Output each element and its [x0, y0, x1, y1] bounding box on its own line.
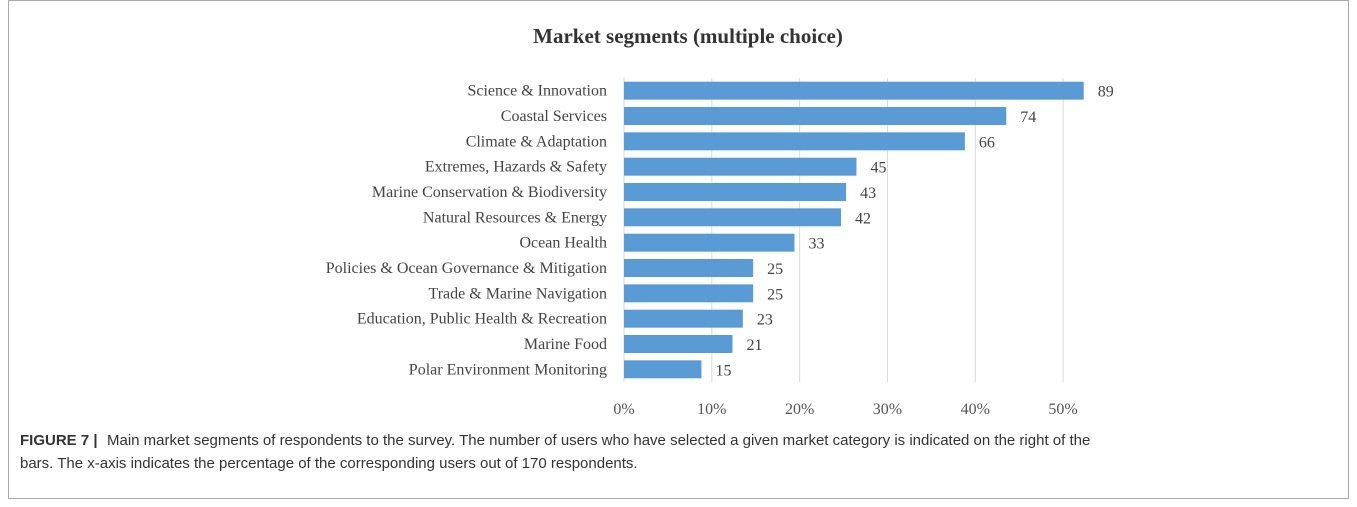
value-label: 43	[860, 185, 876, 202]
value-label: 74	[1020, 109, 1036, 126]
bar	[624, 81, 1084, 100]
value-label: 89	[1098, 84, 1114, 101]
y-tick-label: Climate & Adaptation	[466, 133, 607, 150]
caption-line: bars. The x-axis indicates the percentag…	[20, 455, 638, 472]
bar	[624, 309, 743, 328]
caption-line: Main market segments of respondents to t…	[107, 432, 1090, 449]
bar	[624, 233, 795, 252]
y-tick-label: Natural Resources & Energy	[423, 209, 607, 226]
x-tick-label: 20%	[785, 401, 814, 418]
y-tick-label: Marine Conservation & Biodiversity	[372, 184, 607, 201]
value-label: 66	[979, 134, 995, 151]
bar	[624, 183, 847, 201]
chart-title: Market segments (multiple choice)	[533, 24, 843, 48]
bar	[624, 335, 733, 353]
y-tick-label: Policies & Ocean Governance & Mitigation	[326, 260, 607, 277]
value-label: 21	[746, 337, 762, 354]
bar	[624, 107, 1007, 125]
bar	[624, 208, 841, 227]
y-tick-label: Trade & Marine Navigation	[429, 285, 607, 302]
y-tick-label: Polar Environment Monitoring	[409, 361, 607, 378]
x-tick-label: 40%	[961, 401, 990, 418]
value-label: 23	[757, 312, 773, 329]
x-tick-label: 30%	[873, 401, 902, 418]
y-tick-label: Extremes, Hazards & Safety	[425, 159, 607, 176]
bar	[624, 157, 857, 176]
x-tick-label: 10%	[697, 401, 726, 418]
y-tick-label: Education, Public Health & Recreation	[357, 311, 607, 328]
figure-label: FIGURE 7 |	[20, 432, 98, 449]
bar	[624, 132, 965, 151]
y-tick-label: Ocean Health	[519, 235, 607, 252]
value-label: 15	[715, 362, 731, 379]
bar	[624, 284, 754, 303]
value-label: 42	[855, 210, 871, 227]
y-tick-label: Coastal Services	[501, 108, 607, 125]
bar	[624, 360, 702, 379]
value-label: 33	[808, 236, 824, 253]
value-label: 25	[767, 261, 783, 278]
value-label: 25	[767, 286, 783, 303]
value-label: 45	[870, 160, 886, 177]
y-tick-label: Science & Innovation	[467, 83, 607, 100]
x-tick-label: 50%	[1048, 401, 1077, 418]
x-tick-label: 0%	[613, 401, 634, 418]
y-tick-label: Marine Food	[524, 336, 607, 353]
bar	[624, 259, 754, 277]
